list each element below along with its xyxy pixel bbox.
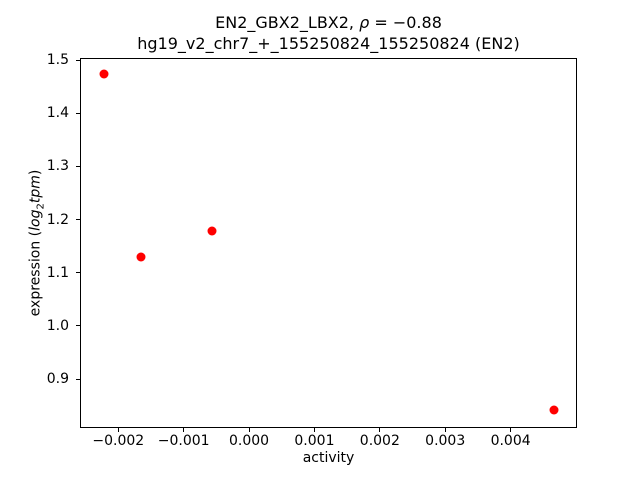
- title-rho-symbol: ρ: [359, 13, 370, 32]
- x-tick-mark: [510, 427, 512, 432]
- y-tick-label: 1.3: [46, 158, 69, 175]
- y-tick-mark: [76, 325, 81, 327]
- x-tick-label: 0.002: [359, 433, 400, 449]
- y-label-prefix: expression (: [27, 230, 44, 317]
- x-tick-label: 0.003: [425, 433, 466, 449]
- x-axis-label: activity: [302, 450, 355, 466]
- x-tick-label: 0.001: [294, 433, 335, 449]
- y-tick-label: 0.9: [46, 371, 69, 388]
- x-tick-mark: [444, 427, 446, 432]
- y-label-suffix: ): [27, 169, 44, 176]
- y-tick-label: 1.1: [46, 264, 69, 281]
- y-label-log-subscript: 2: [35, 203, 47, 210]
- y-tick-mark: [76, 59, 81, 61]
- x-tick-label: −0.002: [92, 433, 145, 449]
- x-tick-mark: [183, 427, 185, 432]
- plot-area: [80, 58, 577, 428]
- y-label-tpm: tpm: [27, 175, 44, 204]
- x-tick-label: −0.001: [157, 433, 210, 449]
- scatter-point: [99, 69, 109, 79]
- x-tick-label: 0.000: [229, 433, 270, 449]
- x-tick-mark: [117, 427, 119, 432]
- chart-title-line2: hg19_v2_chr7_+_155250824_155250824 (EN2): [137, 34, 520, 53]
- scatter-point: [136, 252, 146, 262]
- title-gene-names: EN2_GBX2_LBX2,: [215, 13, 360, 32]
- y-tick-label: 1.2: [46, 211, 69, 228]
- y-tick-mark: [76, 378, 81, 380]
- y-tick-mark: [76, 165, 81, 167]
- scatter-point: [549, 405, 559, 415]
- y-tick-mark: [76, 112, 81, 114]
- y-tick-label: 1.0: [46, 317, 69, 334]
- y-tick-mark: [76, 219, 81, 221]
- y-tick-label: 1.5: [46, 52, 69, 69]
- x-tick-mark: [248, 427, 250, 432]
- y-tick-mark: [76, 272, 81, 274]
- y-label-log: log: [27, 209, 44, 231]
- x-tick-label: 0.004: [490, 433, 531, 449]
- chart-title: EN2_GBX2_LBX2, ρ = −0.88 hg19_v2_chr7_+_…: [81, 12, 576, 54]
- x-tick-mark: [313, 427, 315, 432]
- y-axis-label: expression (log2tpm): [28, 170, 47, 317]
- y-tick-label: 1.4: [46, 105, 69, 122]
- x-tick-mark: [379, 427, 381, 432]
- scatter-point: [207, 226, 217, 236]
- chart-title-line1: EN2_GBX2_LBX2, ρ = −0.88: [81, 12, 576, 33]
- title-rho-value: = −0.88: [369, 13, 442, 32]
